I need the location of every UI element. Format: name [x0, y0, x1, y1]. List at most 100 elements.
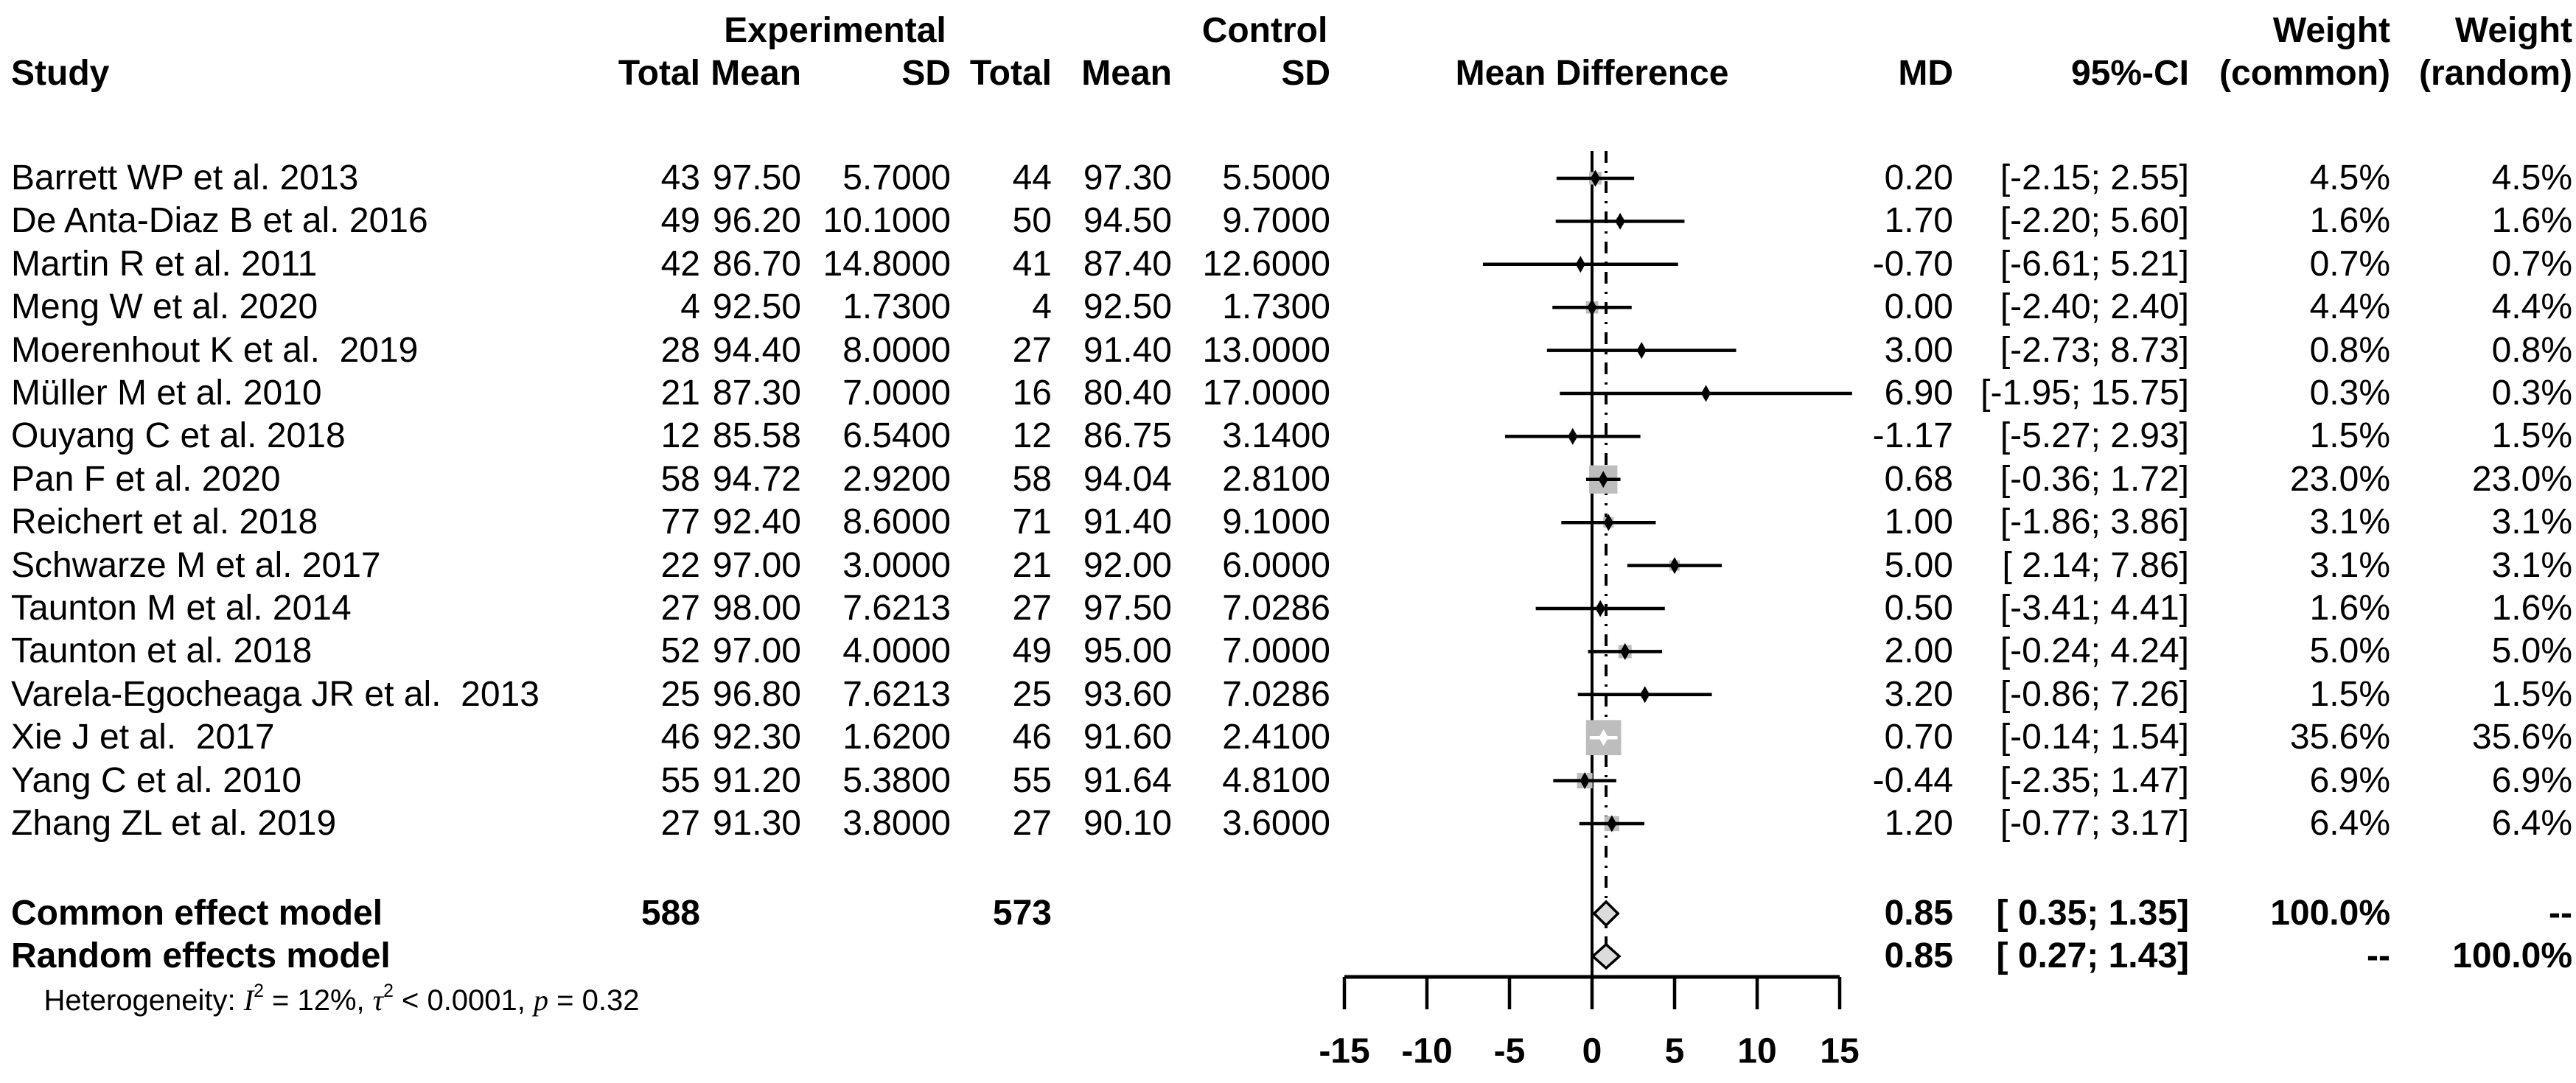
md-value: 3.20	[1884, 674, 1953, 714]
study-name: Martin R et al. 2011	[11, 244, 318, 284]
het-p-symbol: p	[534, 984, 549, 1017]
ctrl-mean: 97.50	[1083, 588, 1172, 628]
exp-mean: 86.70	[712, 244, 801, 284]
weight-common-value: 0.7%	[2309, 244, 2390, 284]
md-value: 0.00	[1884, 287, 1953, 326]
random-ci-value: [ 0.27; 1.43]	[1996, 936, 2189, 975]
exp-sd: 6.5400	[842, 416, 951, 456]
ctrl-total: 27	[1012, 588, 1052, 628]
weight-common-value: 0.3%	[2309, 373, 2390, 413]
ctrl-mean: 91.60	[1083, 717, 1172, 757]
exp-mean: 98.00	[712, 588, 801, 628]
exp-mean: 92.40	[712, 502, 801, 542]
random-effects-diamond	[1591, 942, 1622, 970]
exp-mean: 91.30	[712, 803, 801, 843]
ctrl-mean: 90.10	[1083, 803, 1172, 843]
weight-common-value: 1.5%	[2309, 674, 2390, 714]
ctrl-total: 21	[1012, 545, 1052, 585]
exp-total: 55	[660, 760, 700, 800]
study-name: Ouyang C et al. 2018	[11, 416, 346, 456]
ci-value: [-2.73; 8.73]	[2000, 330, 2189, 370]
ctrl-mean: 92.00	[1083, 545, 1172, 585]
weight-random-value: 0.8%	[2491, 330, 2572, 370]
ctrl-total: 50	[1012, 201, 1052, 241]
exp-sd: 10.1000	[823, 201, 951, 241]
col-header-weight-common: Weight	[2272, 10, 2390, 50]
study-point-marker	[1603, 514, 1613, 531]
exp-mean: 97.50	[712, 158, 801, 197]
study-name: Barrett WP et al. 2013	[11, 158, 359, 197]
exp-sd: 3.8000	[842, 803, 951, 843]
weight-random-value: 0.3%	[2491, 373, 2572, 413]
study-name: De Anta-Diaz B et al. 2016	[11, 201, 428, 241]
common-weight-random: --	[2549, 893, 2572, 933]
md-value: -0.44	[1872, 760, 1953, 800]
md-value: 0.50	[1884, 588, 1953, 628]
random-md-value: 0.85	[1884, 936, 1953, 975]
ctrl-mean: 80.40	[1083, 373, 1172, 413]
group-header-experimental: Experimental	[724, 10, 946, 50]
weight-common-value: 4.5%	[2309, 158, 2390, 197]
col-header-exp-sd: SD	[901, 53, 951, 93]
ctrl-total: 58	[1012, 459, 1052, 499]
col-header-exp-total: Total	[618, 53, 700, 93]
exp-total: 12	[660, 416, 700, 456]
weight-common-value: 5.0%	[2309, 631, 2390, 671]
exp-mean: 96.80	[712, 674, 801, 714]
ctrl-total: 55	[1012, 760, 1052, 800]
ci-value: [-0.86; 7.26]	[2000, 674, 2189, 714]
ci-value: [-6.61; 5.21]	[2000, 244, 2189, 284]
random-weight-random: 100.0%	[2452, 936, 2572, 975]
col-header-ctrl-sd: SD	[1281, 53, 1330, 93]
ctrl-sd: 5.5000	[1222, 158, 1330, 197]
ci-value: [-0.36; 1.72]	[2000, 459, 2189, 499]
exp-total: 52	[660, 631, 700, 671]
common-effect-diamond	[1592, 900, 1620, 928]
weight-common-value: 4.4%	[2309, 287, 2390, 326]
weight-common-value: 35.6%	[2289, 717, 2390, 757]
exp-mean: 87.30	[712, 373, 801, 413]
study-point-marker	[1607, 815, 1617, 833]
study-name: Pan F et al. 2020	[11, 459, 281, 499]
study-name: Reichert et al. 2018	[11, 502, 318, 542]
exp-total: 25	[660, 674, 700, 714]
common-effect-label: Common effect model	[11, 893, 383, 933]
ctrl-total: 41	[1012, 244, 1052, 284]
col-header-weight-random: Weight	[2454, 10, 2572, 50]
col-header-mean-difference: Mean Difference	[1455, 53, 1729, 93]
md-value: 0.68	[1884, 459, 1953, 499]
md-value: 0.70	[1884, 717, 1953, 757]
md-value: -0.70	[1872, 244, 1953, 284]
ci-value: [-0.77; 3.17]	[2000, 803, 2189, 843]
col-header-ctrl-mean: Mean	[1081, 53, 1172, 93]
ctrl-sd: 2.4100	[1222, 717, 1330, 757]
ctrl-sd: 3.6000	[1222, 803, 1330, 843]
exp-total: 49	[660, 201, 700, 241]
weight-random-value: 1.6%	[2491, 201, 2572, 241]
common-ctrl-total: 573	[992, 893, 1052, 933]
study-point-marker	[1590, 169, 1600, 187]
x-axis-tick-label: 15	[1820, 1031, 1860, 1071]
x-axis-tick-label: 0	[1582, 1031, 1602, 1071]
weight-random-value: 35.6%	[2471, 717, 2572, 757]
exp-mean: 96.20	[712, 201, 801, 241]
study-point-marker	[1640, 686, 1650, 704]
ctrl-sd: 13.0000	[1202, 330, 1330, 370]
ctrl-total: 12	[1012, 416, 1052, 456]
exp-sd: 1.7300	[842, 287, 951, 326]
study-name: Yang C et al. 2010	[11, 760, 302, 800]
heterogeneity-note: Heterogeneity: I2 = 12%, τ2 < 0.0001, p …	[11, 954, 639, 1047]
exp-total: 58	[660, 459, 700, 499]
weight-random-value: 4.5%	[2491, 158, 2572, 197]
exp-sd: 5.7000	[842, 158, 951, 197]
study-name: Xie J et al. 2017	[11, 717, 275, 757]
md-value: -1.17	[1872, 416, 1953, 456]
weight-random-value: 3.1%	[2491, 545, 2572, 585]
ci-value: [ 2.14; 7.86]	[2002, 545, 2189, 585]
weight-common-value: 3.1%	[2309, 502, 2390, 542]
exp-total: 28	[660, 330, 700, 370]
exp-total: 42	[660, 244, 700, 284]
ctrl-mean: 95.00	[1083, 631, 1172, 671]
